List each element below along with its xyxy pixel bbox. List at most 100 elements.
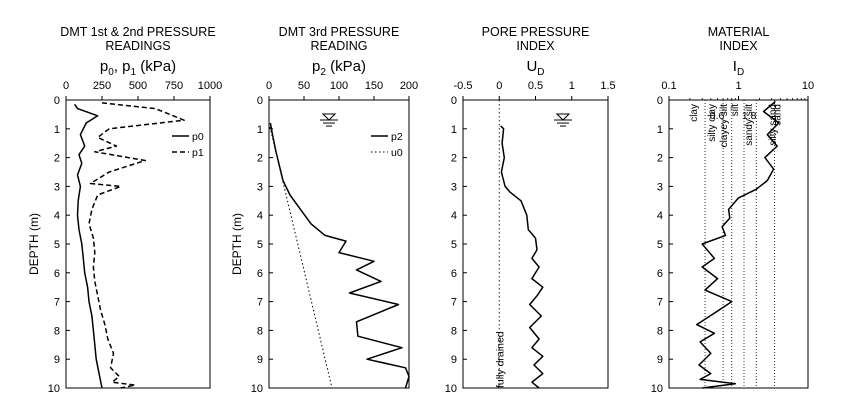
- y-tick-label: 7: [54, 297, 60, 309]
- soil-type-label: clayey silt: [719, 104, 730, 148]
- x-axis-label-main: I: [733, 58, 737, 75]
- chart-title-line: READING: [311, 39, 368, 53]
- y-tick-label: 3: [54, 181, 60, 193]
- y-axis-label: DEPTH (m): [230, 213, 244, 275]
- y-tick-label: 5: [657, 239, 663, 251]
- series-line-ID: [695, 100, 780, 389]
- x-tick-label: 0.1: [661, 80, 676, 92]
- y-tick-label: 2: [54, 153, 60, 165]
- soil-type-label: sandy silt: [744, 104, 755, 146]
- plot-frame: [268, 99, 410, 389]
- x-axis-label-sub: 1: [131, 67, 137, 78]
- x-tick-label: 1: [569, 80, 575, 92]
- water-table-icon: [555, 113, 571, 121]
- x-tick-label: 250: [93, 80, 111, 92]
- x-axis-label: UD: [526, 58, 544, 78]
- y-tick-label: 10: [651, 383, 663, 395]
- y-tick-label: 5: [451, 239, 457, 251]
- y-tick-label: 4: [257, 210, 263, 222]
- y-tick-label: 3: [657, 181, 663, 193]
- y-tick-label: 1: [657, 124, 663, 136]
- y-tick-label: 2: [451, 153, 457, 165]
- y-tick-label: 6: [257, 268, 263, 280]
- x-tick-label: 1: [735, 80, 741, 92]
- y-tick-label: 1: [54, 124, 60, 136]
- y-tick-label: 2: [657, 153, 663, 165]
- legend-label-p1: p1: [192, 147, 204, 159]
- chart-title-line: INDEX: [719, 39, 758, 53]
- chart-title-line: MATERIAL: [708, 25, 770, 39]
- y-tick-label: 3: [451, 181, 457, 193]
- y-tick-label: 0: [657, 95, 663, 107]
- fully-drained-label: fully drained: [494, 331, 506, 388]
- x-tick-label: 500: [129, 80, 147, 92]
- y-tick-label: 10: [445, 383, 457, 395]
- y-tick-label: 6: [451, 268, 457, 280]
- x-tick-label: 100: [330, 80, 348, 92]
- y-tick-label: 6: [657, 268, 663, 280]
- x-axis-label-sub: 0: [108, 67, 114, 78]
- y-tick-label: 8: [257, 325, 263, 337]
- series-line-u0: [268, 122, 333, 389]
- soil-type-label: silty sand: [768, 104, 779, 146]
- x-axis-label-main: p: [100, 58, 108, 75]
- series-line-p2: [269, 122, 410, 389]
- plot-frame: [65, 99, 211, 389]
- plot-frame: [462, 99, 609, 389]
- y-tick-label: 4: [657, 210, 663, 222]
- soil-type-label: silty clay: [707, 104, 718, 142]
- x-axis-label-main: p: [312, 58, 320, 75]
- boundary-label: 1.8: [742, 110, 757, 122]
- x-axis-label-unit: (kPa): [326, 58, 366, 75]
- x-axis-label-sub: D: [737, 67, 744, 78]
- legend-label-p2: p2: [391, 131, 403, 143]
- x-axis-label-unit: (kPa): [136, 58, 176, 75]
- x-tick-label: 10: [802, 80, 814, 92]
- x-tick-label: 0: [496, 80, 502, 92]
- y-tick-label: 0: [54, 95, 60, 107]
- y-tick-label: 5: [257, 239, 263, 251]
- chart-title-line: READINGS: [105, 39, 170, 53]
- legend-label-u0: u0: [391, 147, 403, 159]
- y-axis-label: DEPTH (m): [27, 213, 41, 275]
- chart-title-line: DMT 3rd PRESSURE: [279, 25, 400, 39]
- y-tick-label: 7: [657, 297, 663, 309]
- y-tick-label: 4: [54, 210, 60, 222]
- plot-frame: [668, 99, 809, 389]
- x-axis-label-sub: D: [537, 67, 544, 78]
- x-tick-label: -0.5: [454, 80, 473, 92]
- x-tick-label: 150: [365, 80, 383, 92]
- x-tick-label: 750: [165, 80, 183, 92]
- y-tick-label: 9: [657, 354, 663, 366]
- x-axis-label-main: U: [526, 58, 537, 75]
- y-tick-label: 3: [257, 181, 263, 193]
- y-tick-label: 5: [54, 239, 60, 251]
- chart-title-line: PORE PRESSURE: [482, 25, 590, 39]
- x-axis-label: p2 (kPa): [312, 58, 366, 78]
- x-tick-label: 50: [298, 80, 310, 92]
- soil-type-label: clay: [689, 104, 700, 122]
- x-tick-label: 0: [63, 80, 69, 92]
- x-tick-label: 1000: [198, 80, 222, 92]
- boundary-label: 0.6: [710, 110, 725, 122]
- y-tick-label: 4: [451, 210, 457, 222]
- chart-title-line: INDEX: [516, 39, 555, 53]
- series-line-p0: [73, 103, 103, 389]
- y-tick-label: 10: [48, 383, 60, 395]
- x-axis-label: ID: [733, 58, 744, 78]
- y-tick-label: 1: [451, 124, 457, 136]
- x-tick-label: 0.5: [528, 80, 543, 92]
- x-axis-label-mid: , p: [114, 58, 131, 75]
- series-line-UD: [500, 125, 544, 389]
- y-tick-label: 8: [54, 325, 60, 337]
- x-tick-label: 0: [266, 80, 272, 92]
- series-line-p1: [88, 102, 185, 389]
- y-tick-label: 1: [257, 124, 263, 136]
- x-tick-label: 200: [400, 80, 418, 92]
- y-tick-label: 9: [257, 354, 263, 366]
- soil-type-label: silt: [730, 104, 741, 116]
